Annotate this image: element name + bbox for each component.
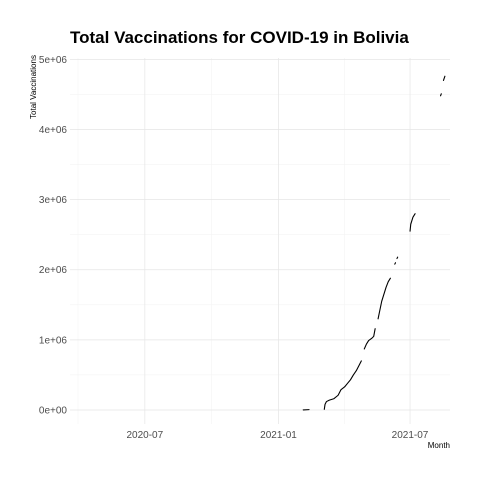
series-line-segment xyxy=(377,277,391,320)
y-axis-ticks: 0e+00 1e+06 2e+06 3e+06 4e+06 5e+06 xyxy=(39,55,68,417)
x-axis-label: Month xyxy=(428,441,450,450)
series-line-segment xyxy=(363,328,376,350)
plot-area xyxy=(70,58,450,424)
series-line-segment xyxy=(442,75,446,81)
x-tick-label: 2021-07 xyxy=(392,430,429,441)
grid-major xyxy=(70,58,450,424)
y-tick-label: 3e+06 xyxy=(39,195,68,206)
series-line-segment xyxy=(409,213,416,232)
x-tick-label: 2020-07 xyxy=(126,430,163,441)
y-axis-label: Total Vaccinations xyxy=(29,55,38,119)
grid-minor xyxy=(70,58,450,424)
series-line-segment xyxy=(394,262,397,265)
x-axis-ticks: 2020-07 2021-01 2021-07 xyxy=(126,430,428,441)
chart-title: Total Vaccinations for COVID-19 in Boliv… xyxy=(70,28,409,47)
y-tick-label: 4e+06 xyxy=(39,125,68,136)
series-line-segment xyxy=(323,360,362,410)
y-tick-label: 0e+00 xyxy=(39,405,68,416)
y-tick-label: 1e+06 xyxy=(39,335,68,346)
series-layer xyxy=(302,75,446,411)
x-tick-label: 2021-01 xyxy=(260,430,297,441)
series-line-segment xyxy=(396,256,399,260)
y-tick-label: 5e+06 xyxy=(39,55,68,66)
y-tick-label: 2e+06 xyxy=(39,265,68,276)
series-line-segment xyxy=(439,93,442,97)
